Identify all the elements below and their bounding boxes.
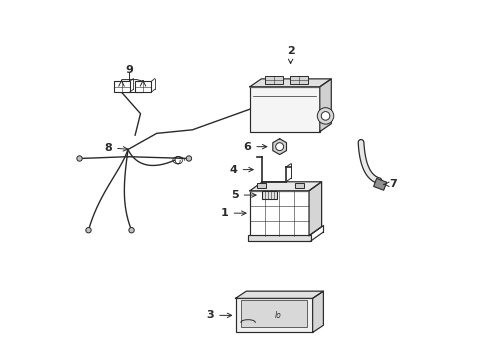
Bar xyxy=(294,183,303,188)
Bar xyxy=(135,81,151,92)
Text: 9: 9 xyxy=(125,64,133,75)
Text: 5: 5 xyxy=(230,190,256,200)
Polygon shape xyxy=(312,291,323,332)
Bar xyxy=(247,234,310,241)
Bar xyxy=(235,298,312,332)
Text: 7: 7 xyxy=(383,179,396,189)
Bar xyxy=(249,87,319,132)
Bar xyxy=(249,191,308,235)
Polygon shape xyxy=(249,182,321,191)
Polygon shape xyxy=(235,291,323,298)
Circle shape xyxy=(317,108,333,124)
Polygon shape xyxy=(249,79,330,87)
Circle shape xyxy=(85,228,91,233)
Bar xyxy=(113,81,129,92)
Circle shape xyxy=(321,112,329,120)
Circle shape xyxy=(275,143,283,150)
Polygon shape xyxy=(272,139,286,154)
Text: 4: 4 xyxy=(229,165,253,175)
Text: 6: 6 xyxy=(243,141,266,152)
Circle shape xyxy=(186,156,191,161)
Text: 3: 3 xyxy=(206,310,231,320)
Circle shape xyxy=(77,156,82,161)
Text: 8: 8 xyxy=(104,143,127,153)
Text: lo: lo xyxy=(274,311,281,320)
Bar xyxy=(261,191,276,199)
Bar xyxy=(241,300,306,327)
Bar xyxy=(373,179,386,190)
Bar xyxy=(290,76,307,84)
Polygon shape xyxy=(308,182,321,235)
Circle shape xyxy=(128,228,134,233)
Text: 1: 1 xyxy=(221,208,245,218)
Text: 2: 2 xyxy=(286,46,294,63)
Bar xyxy=(264,76,283,84)
Bar xyxy=(257,183,265,188)
Polygon shape xyxy=(319,79,330,132)
